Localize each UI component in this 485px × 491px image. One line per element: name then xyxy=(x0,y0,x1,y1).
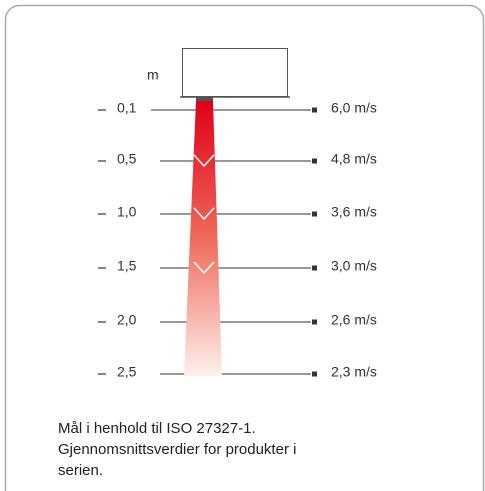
right-marker xyxy=(312,158,317,164)
distance-label: 1,5 xyxy=(117,258,137,274)
caption-line: Mål i henhold til ISO 27327-1. xyxy=(58,420,256,437)
speed-label: 3,0 m/s xyxy=(331,258,377,274)
chevron xyxy=(193,261,215,275)
right-marker xyxy=(312,211,317,217)
right-marker xyxy=(312,265,317,271)
nozzle xyxy=(196,97,213,101)
right-marker xyxy=(312,371,317,377)
right-marker xyxy=(312,319,317,325)
caption-line: serien. xyxy=(58,462,103,479)
distance-label: 1,0 xyxy=(117,204,137,220)
distance-label: 2,5 xyxy=(117,364,137,380)
unit-box xyxy=(182,48,288,97)
right-marker xyxy=(312,107,317,113)
speed-label: 3,6 m/s xyxy=(331,204,377,220)
rows: 0,1 6,0 m/s 0,5 4,8 m/s 1,0 3,6 m/s 1,5 3,0 m/s… xyxy=(98,100,377,380)
speed-label: 2,3 m/s xyxy=(331,364,377,380)
unit-label: m xyxy=(147,67,159,83)
caption-line: Gjennomsnittsverdier for produkter i xyxy=(58,441,296,458)
chevron xyxy=(193,154,215,168)
speed-label: 4,8 m/s xyxy=(331,151,377,167)
distance-label: 0,1 xyxy=(117,100,137,116)
speed-label: 2,6 m/s xyxy=(331,312,377,328)
card xyxy=(4,4,485,491)
chevron xyxy=(193,207,215,221)
air-beam xyxy=(184,101,222,376)
distance-label: 2,0 xyxy=(117,312,137,328)
distance-label: 0,5 xyxy=(117,151,137,167)
speed-label: 6,0 m/s xyxy=(331,100,377,116)
